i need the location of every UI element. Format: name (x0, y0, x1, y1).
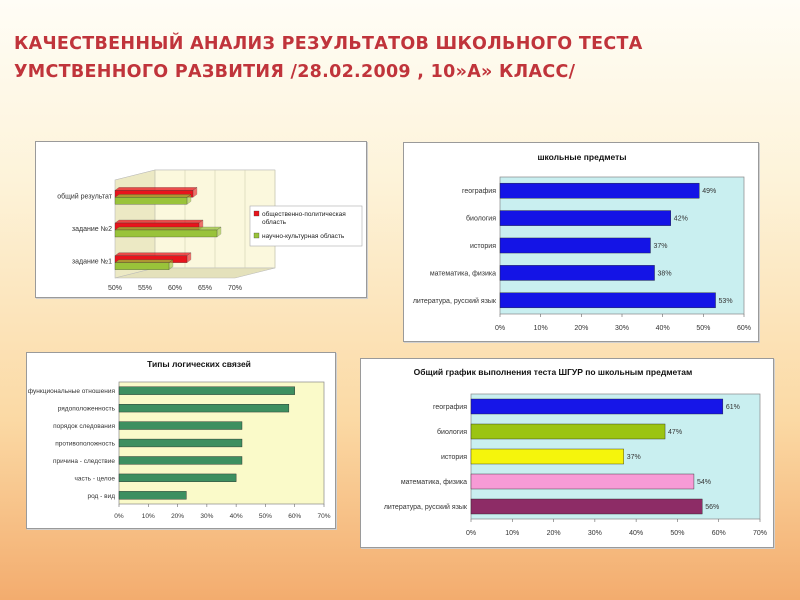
chart-title: школьные предметы (537, 152, 626, 162)
tick-label: 70% (317, 513, 330, 520)
category-label: род - вид (87, 493, 115, 500)
bar-top (114, 259, 174, 263)
category-label: задание №1 (72, 259, 112, 266)
legend-swatch (253, 232, 260, 239)
tick-label: 50% (696, 325, 710, 332)
tick-label: 20% (547, 530, 561, 537)
bar (499, 292, 716, 309)
tick-label: 0% (495, 325, 505, 332)
data-label: 38% (658, 270, 672, 277)
data-label: 56% (705, 504, 719, 511)
tick-label: 30% (615, 325, 629, 332)
category-label: литература, русский язык (413, 297, 497, 305)
tick-label: 50% (108, 285, 122, 292)
bar (470, 423, 666, 440)
tick-label: 65% (198, 285, 212, 292)
tick-label: 50% (259, 513, 272, 520)
bar (118, 456, 243, 465)
tick-label: 0% (466, 530, 476, 537)
tick-label: 50% (670, 530, 684, 537)
slide-title: КАЧЕСТВЕННЫЙ АНАЛИЗ РЕЗУЛЬТАТОВ ШКОЛЬНОГ… (14, 34, 643, 82)
category-label: задание №2 (72, 226, 112, 233)
tick-label: 60% (168, 285, 182, 292)
tick-label: 10% (534, 325, 548, 332)
bar (118, 421, 243, 430)
bar (118, 386, 295, 395)
tick-label: 30% (200, 513, 213, 520)
category-label: причина - следствие (53, 458, 115, 465)
bar (470, 448, 624, 465)
data-label: 42% (674, 216, 688, 223)
subjects-chart: школьные предметы 0% 10% 20% 30% 40% 50% 60% гео… (403, 142, 759, 342)
bar (118, 438, 243, 448)
bar (114, 262, 170, 270)
category-label: география (433, 404, 467, 411)
tick-label: 0% (114, 513, 124, 520)
tick-label: 60% (737, 325, 751, 332)
data-label: 54% (697, 479, 711, 486)
data-label: 37% (627, 454, 641, 461)
bar (118, 491, 187, 500)
category-label: биология (466, 215, 496, 223)
tick-label: 20% (574, 325, 588, 332)
bar-top (114, 219, 204, 224)
data-label: 49% (702, 188, 716, 195)
bar (470, 498, 703, 515)
bar (499, 265, 655, 281)
legend-box (249, 205, 363, 247)
logic-chart: Типы логических связей 0% 10% 20% 30% 40% 50% 6… (26, 352, 336, 529)
tick-label: 40% (230, 513, 243, 520)
bar (470, 473, 695, 490)
bar-top (114, 252, 192, 256)
tick-label: 20% (171, 513, 184, 520)
legend-label: научно-культурная область (262, 232, 345, 240)
bar (470, 398, 724, 415)
category-label: противоположность (55, 441, 115, 448)
bar (118, 404, 290, 413)
bar-top (114, 226, 222, 231)
category-label: часть - целое (74, 475, 115, 482)
areas-chart: 50% 55% 60% 65% 70% общий результат задание №2… (35, 141, 367, 298)
bar-top (114, 194, 192, 198)
tick-label: 60% (712, 530, 726, 537)
legend-label: общественно-политическая область (262, 210, 346, 226)
tick-label: 40% (629, 530, 643, 537)
data-label: 47% (668, 429, 682, 436)
category-label: функциональные отношения (28, 388, 116, 395)
bar (114, 229, 218, 238)
bar (499, 237, 651, 254)
category-label: математика, физика (401, 479, 467, 486)
data-label: 53% (719, 298, 733, 305)
chart-title: Общий график выполнения теста ШГУР по шк… (414, 367, 693, 377)
tick-label: 40% (656, 325, 670, 332)
category-label: история (441, 454, 467, 461)
tick-label: 10% (505, 530, 519, 537)
category-label: математика, физика (430, 270, 496, 277)
tick-label: 30% (588, 530, 602, 537)
tick-label: 55% (138, 285, 152, 292)
tick-label: 70% (753, 530, 767, 537)
tick-label: 10% (142, 513, 155, 520)
category-label: литература, русский язык (384, 503, 468, 511)
tick-label: 60% (288, 513, 301, 520)
category-label: общий результат (57, 192, 113, 200)
bar (118, 473, 237, 482)
category-label: порядок следования (53, 423, 115, 430)
data-label: 37% (653, 243, 667, 250)
bar (499, 210, 672, 226)
category-label: рядоположенность (58, 406, 116, 413)
category-label: биология (437, 428, 467, 436)
tick-label: 70% (228, 285, 242, 292)
bar (114, 197, 188, 205)
category-label: история (470, 243, 496, 250)
category-label: география (462, 188, 496, 195)
chart-title: Типы логических связей (147, 359, 251, 369)
overall-chart: Общий график выполнения теста ШГУР по шк… (360, 358, 774, 548)
data-label: 61% (726, 404, 740, 411)
bar (499, 182, 700, 199)
legend-swatch (253, 210, 260, 217)
bar-top (114, 187, 198, 191)
